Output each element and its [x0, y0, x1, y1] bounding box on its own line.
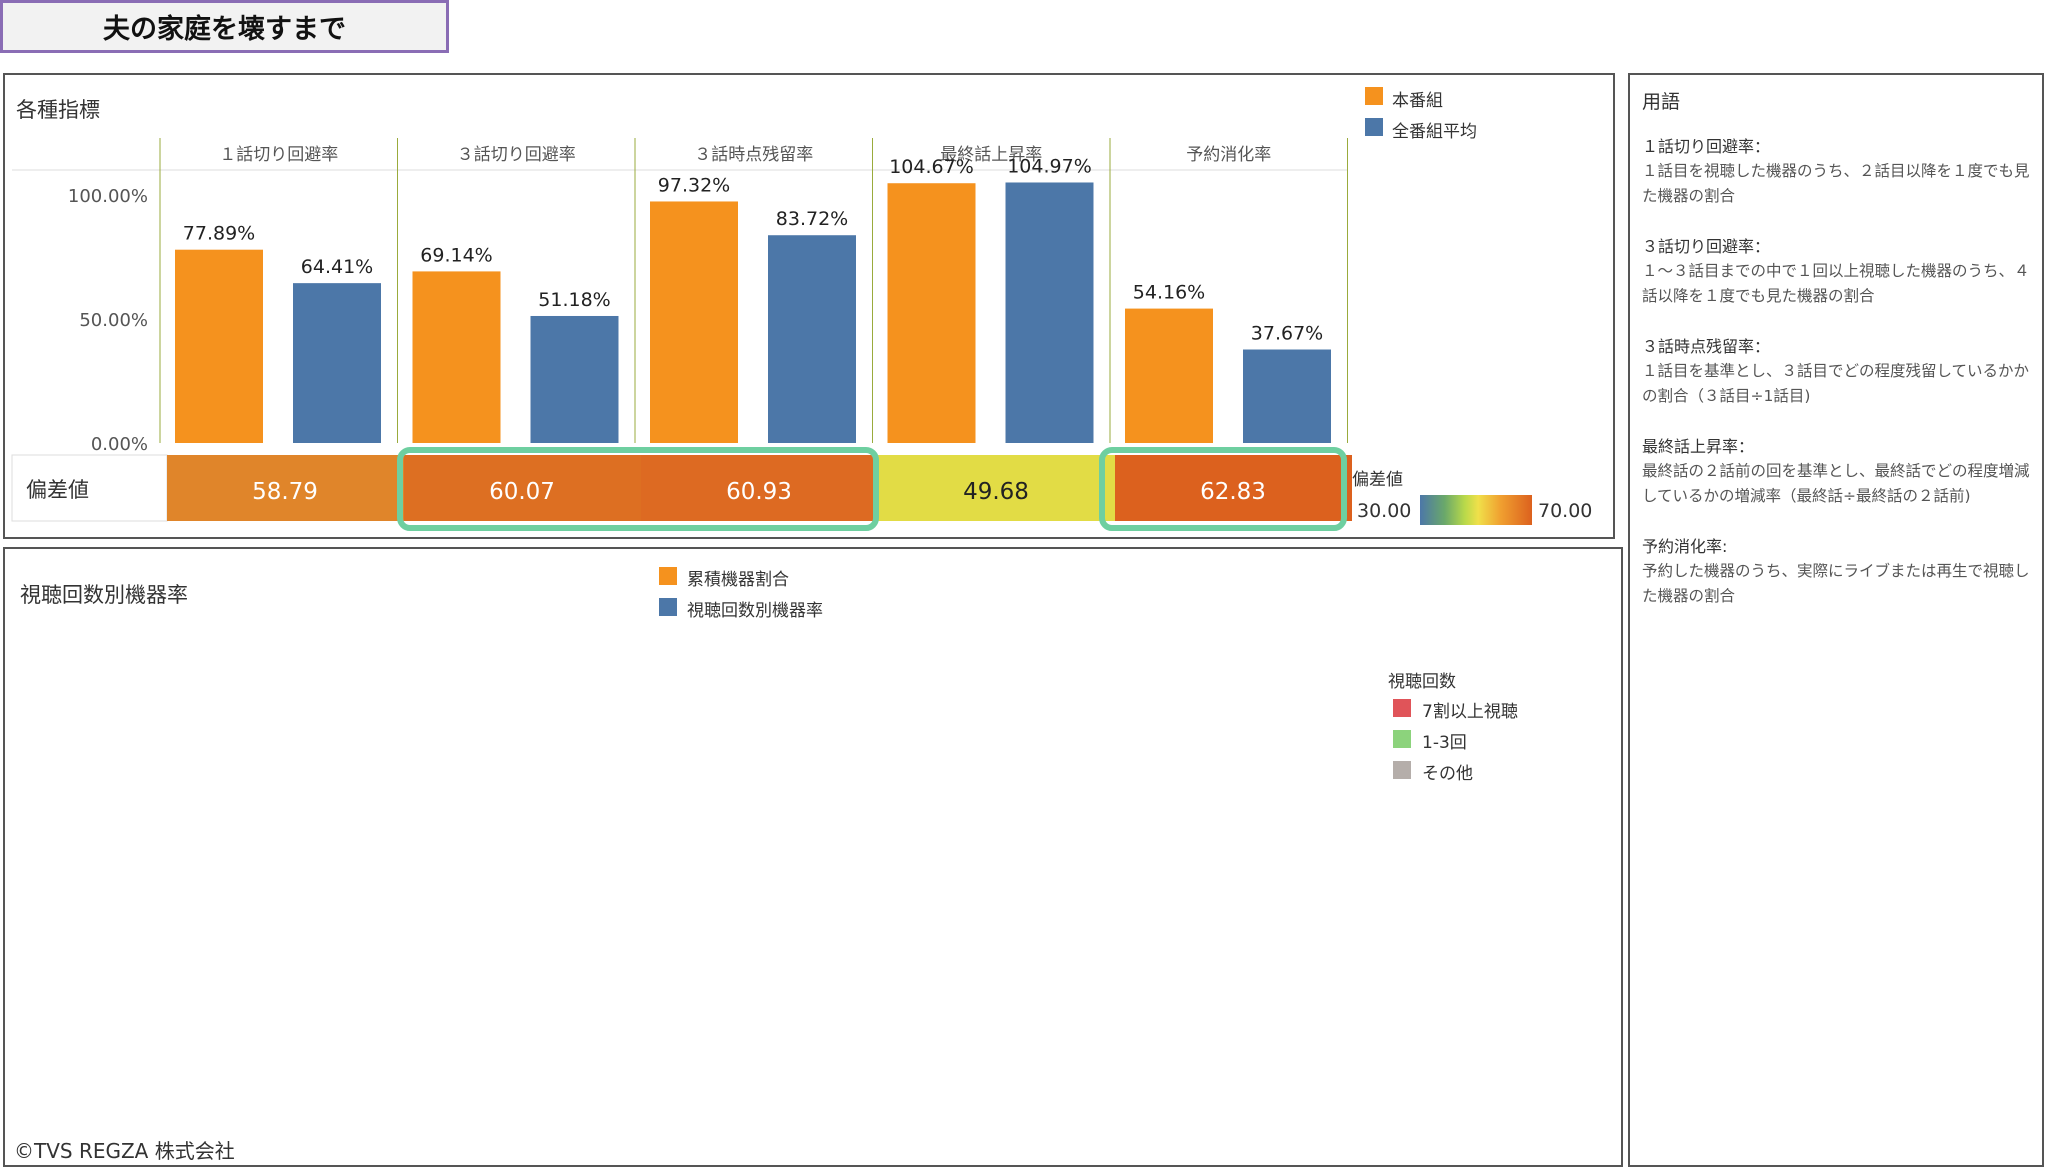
deviation-cell	[878, 455, 1115, 521]
category-label: ３話切り回避率	[457, 145, 576, 165]
y-tick-label: 100.00%	[68, 186, 148, 207]
metrics-panel-title: 各種指標	[16, 98, 100, 122]
bar-this-program	[887, 183, 976, 443]
bar-value-label: 37.67%	[1251, 323, 1323, 345]
glossary-title: 用語	[1642, 91, 1681, 113]
deviation-value: 62.83	[1200, 479, 1266, 505]
color-legend-title: 偏差値	[1352, 470, 1403, 490]
category-label: 最終話上昇率	[940, 145, 1042, 165]
bar-all-avg	[293, 283, 381, 443]
glossary-desc: 最終話の２話前の回を基準とし、最終話でどの程度増減しているかの増減率（最終話÷最…	[1642, 462, 2030, 505]
glossary-entry: ３話切り回避率： １〜３話目までの中で１回以上視聴した機器のうち、４話以降を１度…	[1642, 234, 2030, 309]
glossary-desc: １〜３話目までの中で１回以上視聴した機器のうち、４話以降を１度でも見た機器の割合	[1642, 262, 2030, 305]
bar-value-label: 54.16%	[1133, 282, 1205, 304]
bar-this-program	[175, 249, 263, 443]
deviation-cell	[641, 455, 878, 521]
glossary-term: ３話時点残留率：	[1642, 337, 1771, 356]
glossary-desc: １話目を基準とし、３話目でどの程度残留しているかかの割合（３話目÷1話目)	[1642, 362, 2030, 405]
category-label: １話切り回避率	[219, 145, 338, 165]
color-legend-max: 70.00	[1538, 500, 1593, 522]
bar-value-label: 83.72%	[776, 208, 848, 230]
deviation-row-header	[11, 454, 168, 522]
legend-label-cumulative: 累積機器割合	[687, 570, 789, 590]
bar-value-label: 64.41%	[301, 256, 373, 278]
glossary-entry: １話切り回避率： １話目を視聴した機器のうち、２話目以降を１度でも見た機器の割合	[1642, 134, 2030, 209]
legend-swatch-view-rate	[659, 598, 677, 616]
glossary-entry: ３話時点残留率： １話目を基準とし、３話目でどの程度残留しているかかの割合（３話…	[1642, 334, 2030, 409]
color-legend-min: 30.00	[1357, 500, 1412, 522]
copyright: ©TVS REGZA 株式会社	[14, 1139, 235, 1163]
glossary-desc: １話目を視聴した機器のうち、２話目以降を１度でも見た機器の割合	[1642, 162, 2030, 205]
bar-value-label: 69.14%	[420, 244, 492, 266]
legend-label-all-program-avg: 全番組平均	[1392, 122, 1477, 142]
deviation-cell	[1115, 455, 1352, 521]
bar-all-avg	[1005, 182, 1094, 443]
deviation-row-label: 偏差値	[26, 478, 89, 502]
category-label: ３話時点残留率	[694, 145, 813, 165]
bar-value-label: 104.97%	[1007, 155, 1092, 177]
legend-label-view-rate: 視聴回数別機器率	[687, 601, 823, 621]
deviation-cell	[167, 455, 404, 521]
pie-legend-label-70pct: 7割以上視聴	[1422, 702, 1518, 722]
bar-this-program	[412, 271, 501, 443]
deviation-value: 49.68	[963, 479, 1029, 505]
category-label: 予約消化率	[1186, 145, 1271, 165]
glossary-panel: 用語 １話切り回避率： １話目を視聴した機器のうち、２話目以降を１度でも見た機器…	[1628, 73, 2044, 1167]
bar-all-avg	[768, 235, 856, 443]
deviation-cell	[404, 455, 641, 521]
glossary-term: ３話切り回避率：	[1642, 237, 1771, 256]
bar-value-label: 51.18%	[538, 289, 610, 311]
legend-label-this-program: 本番組	[1392, 91, 1443, 111]
bar-all-avg	[1243, 349, 1331, 443]
deviation-value: 58.79	[252, 479, 318, 505]
pie-legend-swatch-70pct	[1393, 699, 1411, 717]
legend-swatch-all-program-avg	[1365, 118, 1383, 136]
deviation-value: 60.93	[726, 479, 792, 505]
views-panel-title: 視聴回数別機器率	[20, 583, 188, 607]
legend-swatch-cumulative	[659, 567, 677, 585]
bar-all-avg	[530, 315, 619, 443]
glossary-term: 最終話上昇率：	[1642, 437, 1755, 456]
legend-swatch-this-program	[1365, 87, 1383, 105]
bar-value-label: 104.67%	[889, 156, 974, 178]
bar-value-label: 97.32%	[658, 174, 730, 196]
glossary-desc: 予約した機器のうち、実際にライブまたは再生で視聴した機器の割合	[1642, 562, 2030, 605]
bar-this-program	[650, 201, 738, 443]
pie-legend-swatch-1-3	[1393, 730, 1411, 748]
bar-this-program	[1125, 308, 1213, 443]
pie-legend-label-other: その他	[1422, 764, 1473, 784]
glossary-term: １話切り回避率：	[1642, 137, 1771, 156]
pie-legend-swatch-other	[1393, 761, 1411, 779]
pie-legend-label-1-3: 1-3回	[1422, 733, 1467, 753]
views-panel	[3, 547, 1623, 1167]
glossary-entry: 最終話上昇率： 最終話の２話前の回を基準とし、最終話でどの程度増減しているかの増…	[1642, 434, 2030, 509]
page-title: 夫の家庭を壊すまで	[0, 0, 449, 53]
glossary-entry: 予約消化率: 予約した機器のうち、実際にライブまたは再生で視聴した機器の割合	[1642, 534, 2030, 609]
deviation-value: 60.07	[489, 479, 555, 505]
highlight-frame	[1099, 447, 1347, 531]
color-legend-gradient	[1420, 495, 1532, 525]
y-tick-label: 0.00%	[91, 434, 148, 455]
highlight-frame	[397, 447, 879, 531]
glossary-term: 予約消化率:	[1642, 537, 1728, 556]
pie-legend-title: 視聴回数	[1388, 672, 1456, 692]
bar-value-label: 77.89%	[183, 223, 255, 245]
y-tick-label: 50.00%	[79, 310, 148, 331]
